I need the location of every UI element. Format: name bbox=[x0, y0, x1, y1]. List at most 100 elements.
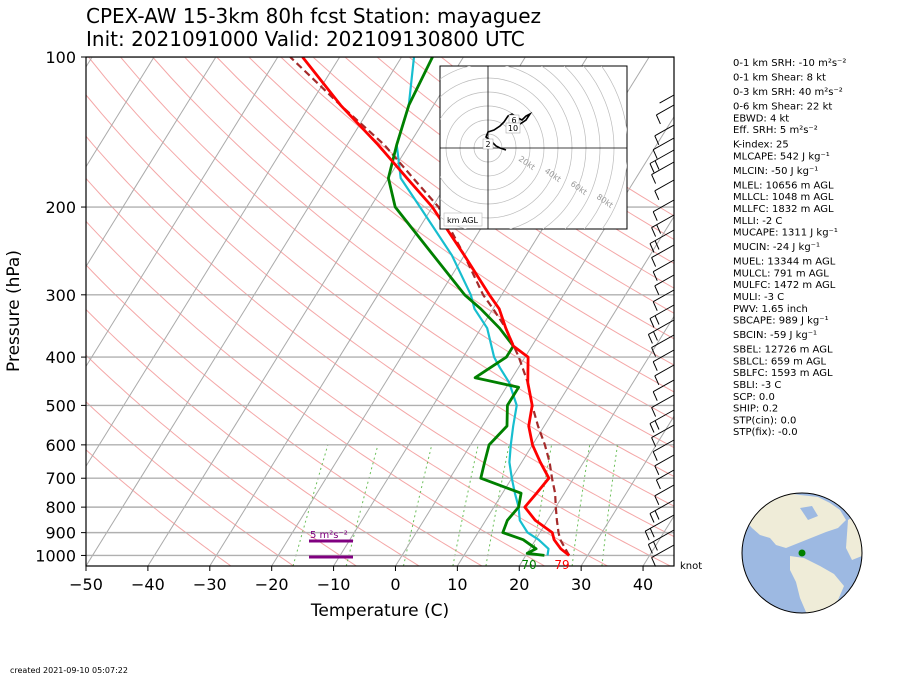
wind-barb-feather bbox=[649, 318, 655, 328]
wind-barb-feather bbox=[652, 211, 658, 221]
x-tick-label: 40 bbox=[633, 575, 653, 594]
index-line: MUEL: 13344 m AGL bbox=[733, 257, 836, 268]
index-line: 0-6 km Shear: 22 kt bbox=[733, 102, 832, 113]
hodo-height-box-2 bbox=[482, 138, 494, 150]
index-line: SBEL: 12726 m AGL bbox=[733, 345, 833, 356]
globe-hudson-bay bbox=[800, 506, 818, 520]
index-line: MLEL: 10656 m AGL bbox=[733, 180, 834, 191]
wind-barb-feather bbox=[656, 224, 662, 234]
index-line: MULI: -3 C bbox=[733, 292, 784, 303]
isotherm-line bbox=[86, 57, 341, 468]
wind-barb-feather bbox=[654, 315, 660, 325]
wind-barb bbox=[652, 137, 675, 151]
index-line: MLLCL: 1048 m AGL bbox=[733, 192, 834, 203]
index-line: MLLFC: 1832 m AGL bbox=[733, 204, 834, 215]
wind-barb-feather bbox=[649, 243, 655, 253]
wind-barb-feather bbox=[649, 163, 655, 173]
wind-barb-feather bbox=[651, 257, 657, 267]
wind-barb bbox=[654, 124, 675, 137]
x-tick-label: 20 bbox=[509, 575, 529, 594]
dry-adiabat bbox=[86, 264, 483, 566]
wind-barb bbox=[648, 319, 675, 335]
wind-barb bbox=[649, 499, 675, 514]
dry-adiabat bbox=[280, 57, 674, 340]
wind-barb-feather bbox=[654, 285, 660, 296]
wind-barb bbox=[654, 274, 675, 287]
wind-barb-feather bbox=[654, 240, 660, 250]
wind-barb bbox=[649, 149, 675, 164]
wind-barb bbox=[649, 409, 675, 424]
wind-barb-feather bbox=[652, 331, 658, 341]
temperature-trace bbox=[301, 57, 570, 557]
isotherm-line bbox=[395, 115, 674, 566]
x-tick-label: −10 bbox=[317, 575, 351, 594]
mixing-ratio-line bbox=[452, 444, 479, 566]
wind-barb-feather bbox=[647, 544, 653, 554]
wind-barb-feather bbox=[651, 437, 657, 447]
wind-barb bbox=[652, 379, 675, 393]
wind-barb bbox=[659, 94, 675, 104]
dry-adiabat bbox=[184, 57, 674, 420]
dry-adiabat bbox=[376, 57, 674, 265]
wind-barb bbox=[652, 289, 675, 303]
wind-barb bbox=[651, 394, 675, 409]
hodograph-frame bbox=[439, 65, 628, 230]
dry-adiabat bbox=[344, 57, 674, 289]
index-line: Eff. SRH: 5 m²s⁻² bbox=[733, 125, 818, 136]
hodo-height-label-10: 10 bbox=[508, 124, 518, 133]
mixing-ratio-line bbox=[292, 444, 329, 566]
hodo-height-label-6: 6 bbox=[511, 116, 516, 125]
index-line: SHIP: 0.2 bbox=[733, 404, 778, 415]
y-tick-label: 800 bbox=[45, 498, 76, 517]
x-tick-label: −20 bbox=[255, 575, 289, 594]
y-tick-label: 500 bbox=[45, 396, 76, 415]
isotherm-line bbox=[456, 215, 674, 566]
isotherm-line bbox=[580, 415, 674, 566]
index-line: K-index: 25 bbox=[733, 140, 789, 151]
y-tick-label: 100 bbox=[45, 48, 76, 67]
isotherm-line bbox=[86, 57, 279, 368]
wind-barb-feather bbox=[654, 375, 660, 386]
wind-barb-feather bbox=[654, 160, 660, 170]
dry-adiabat bbox=[88, 57, 674, 507]
index-line: MLLI: -2 C bbox=[733, 216, 782, 227]
wind-barb bbox=[651, 544, 675, 559]
srh-label: 5 m²s⁻² bbox=[310, 530, 348, 541]
wind-barb-feather bbox=[652, 361, 658, 371]
hodograph-inset: 20kt 40kt 60kt 80kt 2 6 10 km AGL bbox=[439, 65, 628, 230]
dry-adiabat bbox=[86, 449, 232, 566]
wind-barb bbox=[649, 304, 675, 319]
barb-units-label: knot bbox=[680, 561, 702, 572]
index-line: SBLCL: 659 m AGL bbox=[733, 356, 826, 367]
y-tick-label: 200 bbox=[45, 198, 76, 217]
y-tick-label: 300 bbox=[45, 286, 76, 305]
wind-barb-feather bbox=[655, 479, 661, 490]
x-tick-label: 30 bbox=[571, 575, 591, 594]
index-line: MUCAPE: 1311 J kg⁻¹ bbox=[733, 228, 838, 239]
surface-dewpoint-label: 70 bbox=[521, 558, 536, 572]
x-tick-label: 0 bbox=[390, 575, 400, 594]
hodo-legend-box bbox=[443, 212, 483, 227]
index-line: MULCL: 791 m AGL bbox=[733, 268, 829, 279]
wind-barb bbox=[652, 439, 675, 453]
x-tick-label: −50 bbox=[69, 575, 103, 594]
wind-barb-feather bbox=[652, 301, 658, 311]
sounding-traces bbox=[289, 57, 571, 557]
chart-title-line2: Init: 2021091000 Valid: 202109130800 UTC bbox=[86, 27, 525, 51]
station-marker bbox=[798, 549, 806, 557]
wind-barb bbox=[656, 104, 675, 116]
isotherm-line bbox=[518, 315, 674, 566]
wind-barb bbox=[651, 161, 675, 176]
y-tick-label: 700 bbox=[45, 469, 76, 488]
created-timestamp: created 2021-09-10 05:07:22 bbox=[10, 666, 128, 675]
mixing-ratio-line bbox=[403, 444, 433, 566]
hodo-height-label-2: 2 bbox=[485, 140, 490, 149]
wind-barb-feather bbox=[647, 334, 653, 344]
wind-barb-feather bbox=[654, 495, 660, 506]
wind-barb-feather bbox=[654, 510, 660, 520]
x-tick-label: −30 bbox=[193, 575, 227, 594]
wind-barb bbox=[656, 469, 675, 481]
wind-barb-feather bbox=[654, 420, 660, 430]
globe-north-america bbox=[742, 493, 846, 548]
